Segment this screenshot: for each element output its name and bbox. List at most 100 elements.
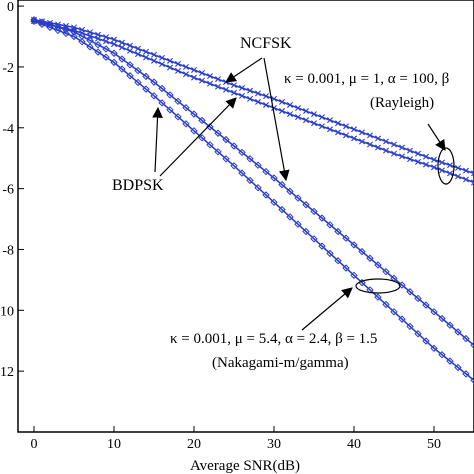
data-point — [215, 76, 221, 83]
data-point — [151, 57, 157, 64]
data-point — [406, 288, 414, 296]
data-point — [150, 92, 158, 100]
data-point — [367, 132, 373, 139]
data-point — [119, 39, 125, 46]
data-point — [167, 64, 173, 71]
data-point — [111, 36, 117, 43]
data-point — [366, 254, 374, 262]
data-point — [310, 235, 318, 243]
data-point — [422, 337, 430, 345]
data-point — [222, 155, 230, 163]
y-tick-label: -6 — [2, 183, 14, 198]
data-point — [94, 48, 102, 56]
axes: 0 10 20 30 40 50 0 -2 -4 -6 -8 -10 -12 — [0, 0, 474, 452]
data-point — [391, 141, 397, 148]
rayleigh-pointer — [427, 123, 446, 151]
data-point — [439, 167, 445, 174]
data-point — [198, 116, 206, 125]
data-point — [118, 55, 126, 63]
data-point — [463, 167, 469, 174]
data-point — [310, 207, 318, 216]
data-point — [343, 132, 349, 139]
data-point — [423, 161, 429, 168]
data-point — [439, 159, 445, 166]
data-point — [383, 138, 389, 145]
data-point — [430, 308, 438, 316]
data-point — [62, 25, 70, 34]
data-point — [455, 173, 461, 180]
data-point — [46, 23, 54, 32]
data-point — [263, 101, 269, 108]
data-point — [382, 267, 390, 276]
data-point — [294, 194, 302, 202]
y-tick-label: -10 — [0, 304, 14, 319]
data-point — [70, 32, 78, 41]
data-point — [287, 101, 293, 108]
data-point — [286, 213, 294, 221]
data-point — [471, 170, 474, 177]
data-point — [159, 61, 165, 68]
series-line — [33, 20, 474, 184]
data-point — [206, 123, 214, 131]
data-point — [126, 61, 134, 69]
ncfsk-arrow-left — [225, 57, 263, 83]
y-tick-label: -12 — [0, 365, 14, 380]
nakagami-pointer — [301, 287, 353, 331]
data-point — [471, 179, 474, 186]
data-point — [438, 314, 446, 323]
data-point — [302, 201, 310, 209]
data-point — [134, 78, 142, 87]
data-point — [127, 47, 133, 54]
data-point — [318, 214, 326, 222]
data-point — [135, 45, 141, 52]
data-point — [415, 158, 421, 165]
data-point — [166, 91, 174, 99]
data-point — [390, 308, 398, 316]
data-point — [295, 105, 301, 111]
data-point — [102, 45, 110, 53]
data-point — [166, 106, 174, 114]
data-point — [158, 99, 166, 107]
data-point — [126, 72, 134, 80]
data-point — [182, 120, 190, 128]
nakagami-ellipse — [355, 278, 401, 294]
data-point — [254, 183, 262, 192]
data-point — [262, 191, 270, 199]
series-2 — [31, 18, 474, 186]
data-point — [143, 54, 149, 61]
data-point — [143, 48, 149, 55]
data-point — [319, 114, 325, 121]
data-point — [111, 41, 117, 48]
data-point — [214, 148, 222, 156]
data-point — [398, 281, 406, 289]
data-point — [254, 161, 262, 169]
data-point — [279, 108, 285, 115]
annotation-layer: NCFSK BDPSK κ = 0.001, μ = 1, α = 100, β… — [112, 35, 455, 371]
data-point — [462, 370, 470, 378]
data-point — [30, 16, 38, 24]
data-point — [334, 257, 342, 265]
data-point — [375, 144, 381, 151]
y-tick-label: -2 — [2, 61, 14, 76]
data-point — [246, 155, 254, 163]
data-point — [382, 300, 390, 309]
data-point — [374, 261, 382, 269]
data-point — [103, 34, 109, 41]
data-point — [335, 120, 341, 127]
data-point — [350, 271, 358, 280]
data-point — [159, 54, 165, 61]
series-1 — [31, 16, 474, 177]
data-point — [119, 44, 125, 51]
data-point — [135, 51, 141, 58]
bdpsk-arrow-right — [159, 97, 237, 177]
data-point — [255, 98, 261, 105]
data-point — [167, 57, 173, 64]
data-point — [414, 294, 422, 303]
data-point — [70, 28, 78, 36]
data-point — [175, 60, 181, 67]
data-point — [303, 108, 309, 115]
data-point — [278, 205, 286, 214]
data-point — [191, 66, 197, 73]
data-point — [319, 123, 325, 130]
